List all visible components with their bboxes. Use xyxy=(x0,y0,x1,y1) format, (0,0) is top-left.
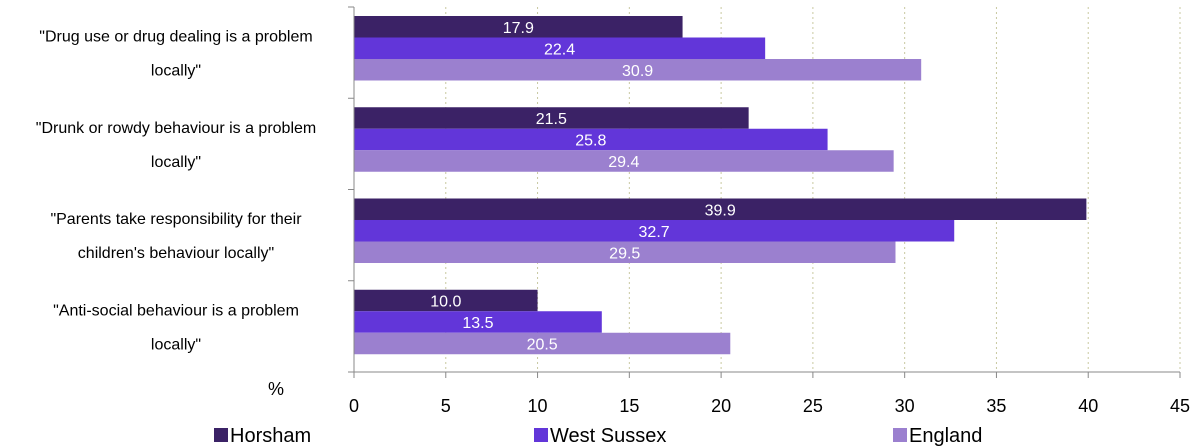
category-label: "Drunk or rowdy behaviour is a problem xyxy=(36,120,316,137)
legend-label: Horsham xyxy=(230,425,311,447)
bar-horsham xyxy=(354,198,1087,220)
data-label: 25.8 xyxy=(575,133,606,150)
x-tick-label: 20 xyxy=(711,396,731,416)
x-tick-label: 30 xyxy=(895,396,915,416)
data-label: 22.4 xyxy=(544,41,575,58)
data-label: 32.7 xyxy=(639,224,670,241)
x-tick-label: 0 xyxy=(349,396,359,416)
x-tick-label: 35 xyxy=(986,396,1006,416)
legend: Horsham West Sussex England xyxy=(214,425,982,447)
bar-horsham xyxy=(354,107,749,129)
axes: 0 5 10 15 20 25 30 35 40 45 xyxy=(348,6,1190,416)
legend-label: England xyxy=(909,425,982,447)
data-label: 13.5 xyxy=(462,315,493,332)
bar-england xyxy=(354,241,896,263)
category-label: locally" xyxy=(151,154,201,171)
category-label: children's behaviour locally" xyxy=(78,245,274,262)
bar-england xyxy=(354,150,894,172)
bar-horsham xyxy=(354,16,683,38)
bar-west-sussex xyxy=(354,220,955,242)
bar-horsham xyxy=(354,289,538,312)
category-label: "Anti-social behaviour is a problem xyxy=(53,302,299,319)
x-tick-label: 25 xyxy=(803,396,823,416)
legend-swatch xyxy=(893,428,907,442)
x-tick-label: 5 xyxy=(441,396,451,416)
legend-swatch xyxy=(214,428,228,442)
legend-label: West Sussex xyxy=(550,425,666,447)
category-label: "Drug use or drug dealing is a problem xyxy=(39,29,312,46)
data-label: 29.4 xyxy=(608,154,639,171)
category-label: locally" xyxy=(151,63,201,80)
x-tick-label: 15 xyxy=(619,396,639,416)
data-label: 39.9 xyxy=(705,202,736,219)
bar-west-sussex xyxy=(354,37,766,59)
data-label: 10.0 xyxy=(430,294,461,311)
legend-swatch xyxy=(534,428,548,442)
data-label: 21.5 xyxy=(536,111,567,128)
bar-england xyxy=(354,332,731,355)
x-tick-label: 45 xyxy=(1170,396,1190,416)
category-label: locally" xyxy=(151,336,201,353)
data-label: 30.9 xyxy=(622,63,653,80)
category-label: "Parents take responsibility for their xyxy=(50,211,302,228)
x-axis-unit-label: % xyxy=(268,379,284,399)
data-label: 20.5 xyxy=(527,337,558,354)
x-tick-label: 10 xyxy=(528,396,548,416)
bar-england xyxy=(354,59,922,81)
bar-west-sussex xyxy=(354,128,828,151)
category-labels: "Drug use or drug dealing is a problem lo… xyxy=(36,29,316,354)
x-tick-label: 40 xyxy=(1078,396,1098,416)
bar-west-sussex xyxy=(354,311,602,333)
bars: 17.9 22.4 30.9 21.5 25.829.4 39.9 32.7 29.5 10.0… xyxy=(354,16,1087,355)
data-label: 29.5 xyxy=(609,245,640,262)
data-label: 17.9 xyxy=(503,20,534,37)
